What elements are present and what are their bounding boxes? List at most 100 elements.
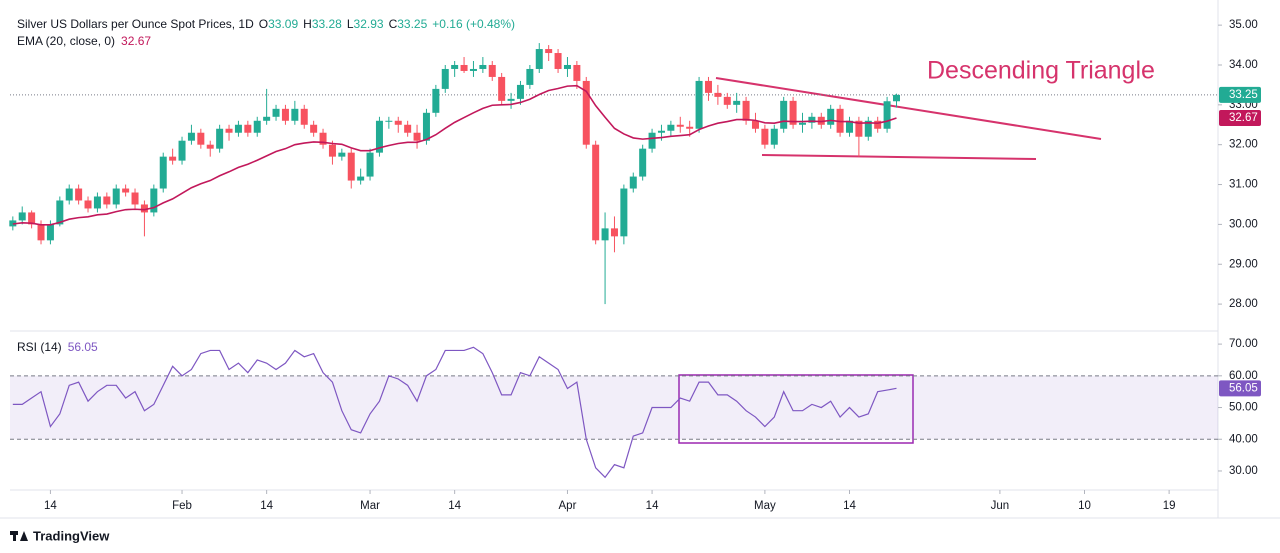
- candle-body: [563, 64, 571, 69]
- candle-body: [65, 188, 73, 201]
- candle-body: [723, 96, 731, 105]
- candle-body: [686, 126, 694, 129]
- legend-entry: RSI (14): [17, 340, 62, 354]
- candle-body: [197, 132, 205, 145]
- y-tick-label: 30.00: [1229, 218, 1258, 230]
- candle-body: [159, 156, 167, 189]
- x-tick-label: Feb: [172, 500, 192, 512]
- y-tick-label: 29.00: [1229, 258, 1258, 270]
- candle-body: [479, 64, 487, 69]
- candle-body: [629, 176, 637, 189]
- candle-body: [620, 188, 628, 237]
- candle-body: [545, 49, 553, 54]
- candle-body: [46, 224, 54, 241]
- candle-body: [18, 212, 26, 221]
- candle-body: [75, 188, 83, 201]
- y-tick-label: 35.00: [1229, 19, 1258, 31]
- candle-body: [300, 108, 308, 125]
- candle-body: [789, 100, 797, 125]
- candle-body: [272, 108, 280, 117]
- candle-body: [206, 144, 214, 149]
- y-tick-label: 28.00: [1229, 298, 1258, 310]
- candle-body: [648, 132, 656, 149]
- candle-body: [366, 152, 374, 177]
- candle-body: [704, 80, 712, 93]
- y-tick-label: 70.00: [1229, 338, 1258, 350]
- candle-body: [338, 152, 346, 157]
- ohlc-value: 33.09: [268, 17, 298, 31]
- candle-body: [845, 120, 853, 133]
- candle-body: [291, 108, 299, 121]
- logo-mark: [20, 531, 28, 541]
- candle-body: [56, 200, 64, 225]
- y-tick-label: 30.00: [1229, 465, 1258, 477]
- ema-box: [1219, 109, 1261, 126]
- rsi-legend: RSI (14) 56.05: [17, 340, 98, 354]
- y-tick-label: 50.00: [1229, 402, 1258, 414]
- trendline-upper: [715, 77, 1102, 140]
- candle-body: [526, 68, 534, 85]
- y-tick-label: 34.00: [1229, 59, 1258, 71]
- candle-body: [244, 124, 252, 133]
- x-tick-label: Jun: [991, 500, 1010, 512]
- change: +0.16 (+0.48%): [432, 17, 515, 31]
- rsi-highlight-box: [678, 374, 914, 444]
- ohlc-label: O: [259, 17, 268, 31]
- candle-body: [592, 144, 600, 241]
- candle-body: [855, 120, 863, 137]
- candle-body: [610, 228, 618, 237]
- candle-body: [498, 76, 506, 101]
- candle-body: [714, 92, 722, 97]
- candle-body: [225, 128, 233, 133]
- candle-body: [310, 124, 318, 133]
- legend-value: 32.67: [121, 34, 151, 48]
- y-tick-label: 40.00: [1229, 433, 1258, 445]
- candle-body: [639, 148, 647, 177]
- legend-header: Silver US Dollars per Ounce Spot Prices,…: [17, 17, 515, 31]
- candle-body: [375, 120, 383, 153]
- candle-body: [488, 64, 496, 77]
- ohlc-label: C: [389, 17, 398, 31]
- rsi-band: [10, 375, 1218, 440]
- logo: TradingView: [10, 528, 110, 543]
- candle-body: [169, 156, 177, 161]
- ema-legend: EMA (20, close, 0) 32.67: [17, 34, 151, 48]
- candle-body: [742, 100, 750, 121]
- x-tick-label: Mar: [360, 500, 380, 512]
- x-tick-label: 10: [1078, 500, 1091, 512]
- chart-title: Silver US Dollars per Ounce Spot Prices,…: [17, 17, 254, 31]
- ohlc-value: 33.28: [312, 17, 342, 31]
- candle-body: [112, 188, 120, 205]
- price-label: 33.25: [1229, 89, 1258, 101]
- candle-body: [874, 120, 882, 129]
- candle-body: [657, 130, 665, 133]
- ohlc-value: 32.93: [354, 17, 384, 31]
- rsi-box: [1219, 380, 1261, 397]
- candle-body: [37, 224, 45, 241]
- candle-body: [827, 108, 835, 125]
- candle-body: [798, 122, 806, 125]
- candle-body: [394, 120, 402, 125]
- candle-body: [864, 120, 872, 137]
- ema-line: [12, 84, 897, 226]
- candle-body: [347, 152, 355, 181]
- candle-body: [404, 124, 412, 133]
- x-tick-label: Apr: [559, 500, 577, 512]
- candle-body: [422, 112, 430, 141]
- logo-mark: [13, 531, 16, 541]
- candle-body: [582, 80, 590, 145]
- candle-body: [234, 124, 242, 133]
- candle-body: [770, 128, 778, 145]
- y-tick-label: 31.00: [1229, 179, 1258, 191]
- candle-body: [413, 132, 421, 141]
- candle-body: [601, 228, 609, 241]
- legend-entry: EMA (20, close, 0): [17, 34, 115, 48]
- y-tick-label: 32.00: [1229, 139, 1258, 151]
- ohlc-label: H: [303, 17, 312, 31]
- annotation: Descending Triangle: [927, 57, 1155, 85]
- candle-body: [676, 124, 684, 127]
- candle-body: [667, 124, 675, 131]
- ema-label: 32.67: [1229, 112, 1258, 124]
